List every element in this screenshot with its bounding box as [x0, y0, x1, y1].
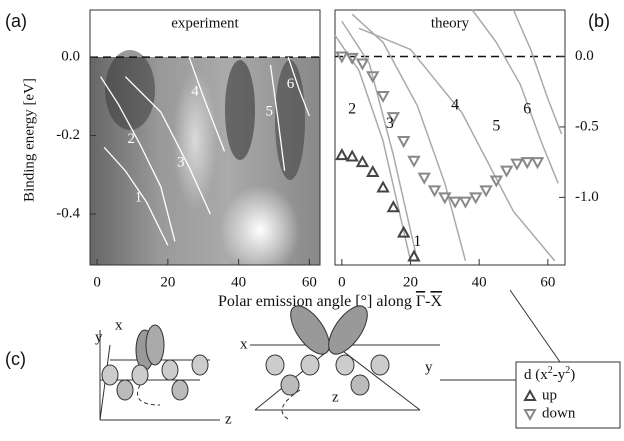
marker [471, 193, 481, 202]
curve-label: 1 [135, 190, 143, 206]
y-tick-label: -0.4 [56, 205, 80, 221]
marker [522, 158, 532, 167]
x-tick-label: 20 [403, 274, 418, 290]
legend-title-part: ) [570, 367, 575, 383]
panel-label: (b) [588, 11, 610, 31]
band-line [514, 10, 562, 134]
intensity-map [90, 10, 320, 275]
x-tick-label: 0 [93, 274, 101, 290]
marker [440, 193, 450, 202]
curve-label: 6 [523, 101, 531, 118]
curve-label: 2 [128, 131, 135, 147]
marker [357, 60, 367, 69]
axis-label: x [115, 317, 123, 333]
marker [533, 158, 543, 167]
axis-label: x [240, 336, 248, 352]
marker [502, 167, 512, 176]
y-tick-label: -1.0 [575, 189, 599, 205]
x-tick-label: 60 [302, 274, 317, 290]
marker [378, 183, 388, 192]
x-axis-label: Polar emission angle [°] along Γ-X [218, 293, 443, 310]
panel-label: (c) [5, 349, 26, 369]
y-tick-label: -0.2 [56, 127, 80, 143]
marker [409, 157, 419, 166]
x-label-text: Γ [416, 293, 425, 310]
x-tick-label: 20 [160, 274, 175, 290]
marker [419, 174, 429, 183]
marker [337, 150, 347, 159]
marker [512, 160, 522, 169]
x-tick-label: 60 [540, 274, 555, 290]
y-tick-label: 0.0 [61, 49, 80, 65]
axis-label: y [95, 329, 103, 345]
curve-label: 4 [191, 84, 199, 100]
panel-title: theory [431, 15, 470, 31]
x-tick-label: 0 [338, 274, 346, 290]
axis-label: z [225, 411, 232, 427]
curve-label: 1 [413, 233, 421, 250]
marker [450, 198, 460, 207]
curve-label: 5 [266, 103, 274, 119]
curve-label: 2 [348, 101, 356, 118]
marker [347, 152, 357, 161]
x-label-text: Polar emission angle [°] along [218, 293, 416, 310]
y-tick-label: 0.0 [575, 48, 594, 64]
marker [347, 54, 357, 63]
x-tick-label: 40 [231, 274, 246, 290]
marker [481, 186, 491, 195]
curve-label: 5 [492, 118, 500, 135]
marker [409, 252, 419, 261]
curve-label: 3 [386, 115, 394, 132]
legend-title-part: -y [553, 367, 566, 383]
band-line [335, 35, 411, 260]
figure: (a) (b) (c) Binding energy [eV] Polar em… [0, 0, 624, 441]
axis-label: y [425, 359, 433, 375]
marker [430, 186, 440, 195]
marker [399, 137, 409, 146]
page: (a) (b) (c) Binding energy [eV] Polar em… [0, 0, 624, 441]
x-label-text: X [430, 293, 442, 310]
legend-title-part: d (x [524, 367, 548, 383]
legend-label: up [542, 387, 557, 403]
axis-label: z [332, 389, 339, 405]
x-tick-label: 40 [472, 274, 487, 290]
curve-label: 4 [451, 96, 459, 113]
curve-label: 6 [287, 76, 295, 92]
legend-label: down [542, 405, 576, 421]
y-axis-label: Binding energy [eV] [21, 78, 37, 202]
marker [357, 157, 367, 166]
y-tick-label: -0.5 [575, 118, 599, 134]
marker [368, 167, 378, 176]
marker [460, 198, 470, 207]
panel-label: (a) [5, 11, 27, 31]
panel-title: experiment [171, 15, 239, 31]
curve-label: 3 [177, 154, 185, 170]
